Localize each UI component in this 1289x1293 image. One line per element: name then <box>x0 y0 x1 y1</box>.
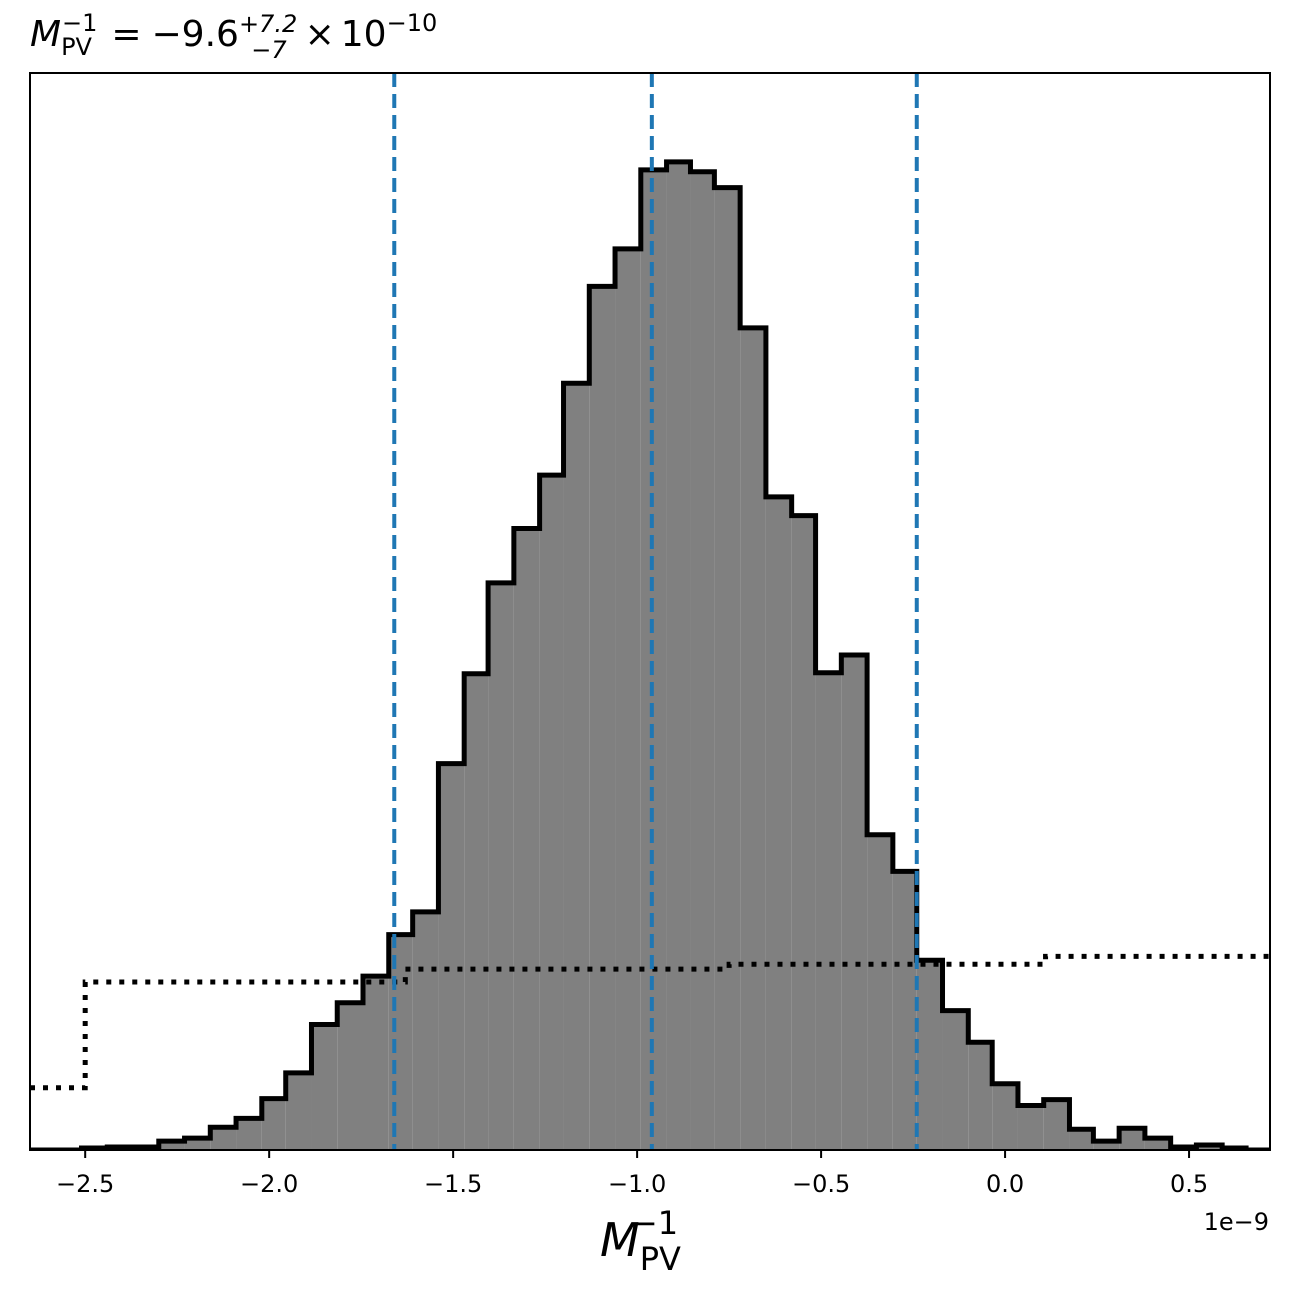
title-symbol: M <box>30 14 61 55</box>
title-times: × <box>305 14 335 55</box>
histogram-bar <box>563 383 590 1150</box>
histogram-bar <box>841 654 868 1150</box>
histogram-bar <box>740 327 766 1150</box>
histogram-bar <box>261 1098 286 1150</box>
title-minus-err: −7 <box>251 36 287 64</box>
histogram-bar <box>968 1042 993 1150</box>
histogram-bar <box>1017 1105 1044 1150</box>
x-tick-label: −2.5 <box>56 1170 114 1198</box>
histogram-bar <box>362 976 389 1150</box>
histogram-bar <box>892 871 917 1150</box>
x-tick-label: 0.5 <box>1170 1170 1208 1198</box>
histogram-bar <box>539 475 564 1150</box>
histogram-bar <box>589 286 616 1150</box>
histogram-bar <box>714 187 741 1150</box>
histogram-bar <box>992 1083 1018 1150</box>
histogram-bar <box>210 1127 237 1150</box>
histogram-bar <box>412 911 439 1150</box>
histogram-bar <box>513 528 540 1150</box>
histogram-bar <box>867 834 893 1150</box>
x-tick-label: −0.5 <box>792 1170 850 1198</box>
x-offset-label: 1e−9 <box>1204 1208 1269 1236</box>
histogram-outline <box>30 159 1270 1150</box>
histogram-bar <box>311 1024 338 1150</box>
histogram-bar <box>916 960 943 1150</box>
axes-frame <box>29 72 1271 1151</box>
histogram-bar <box>615 248 641 1150</box>
histogram-bar <box>236 1118 262 1150</box>
histogram-bar <box>1119 1128 1145 1150</box>
histogram-bar <box>488 582 514 1150</box>
x-axis-label: MPV−1 <box>600 1204 681 1278</box>
prior-step-line <box>30 953 1270 1091</box>
histogram-bar <box>815 672 842 1150</box>
histogram-bar <box>184 1138 211 1150</box>
x-tick-label: −1.0 <box>608 1170 666 1198</box>
histogram-bar <box>942 1010 969 1150</box>
title-exponent: −10 <box>387 9 438 37</box>
x-axis: −2.5 −2.0 −1.5 −1.0 −0.5 0.0 0.5 <box>56 1150 1208 1198</box>
histogram-bar <box>1069 1129 1094 1150</box>
histogram-bar <box>438 763 465 1150</box>
histogram-bar <box>690 171 715 1150</box>
histogram-bar <box>464 673 489 1150</box>
chart-title: MPV−1 = −9.6+7.2 −7 × 10−10 <box>30 9 437 64</box>
xlabel-symbol: M <box>600 1213 640 1267</box>
title-plus-err: +7.2 <box>239 10 297 38</box>
plot-area <box>30 73 1270 1150</box>
x-tick-label: −2.0 <box>240 1170 298 1198</box>
title-subscript: PV <box>61 33 92 61</box>
histogram-bar <box>1043 1099 1070 1150</box>
xlabel-subscript: PV <box>640 1240 681 1278</box>
title-equals: = <box>111 14 141 55</box>
title-median: −9.6 <box>152 14 239 55</box>
x-tick-label: −1.5 <box>424 1170 482 1198</box>
histogram-bar <box>285 1072 312 1150</box>
histogram-bar <box>1144 1138 1171 1150</box>
x-tick-label: 0.0 <box>986 1170 1024 1198</box>
histogram-bar <box>158 1141 185 1150</box>
histogram-bar <box>791 515 816 1150</box>
histogram-bar <box>765 496 792 1150</box>
xlabel-superscript: −1 <box>631 1204 678 1242</box>
histogram-bar <box>666 161 691 1150</box>
title-superscript: −1 <box>62 9 97 37</box>
histogram-bar <box>337 1002 363 1150</box>
histogram-bar <box>1093 1141 1120 1150</box>
title-base: 10 <box>341 14 387 55</box>
